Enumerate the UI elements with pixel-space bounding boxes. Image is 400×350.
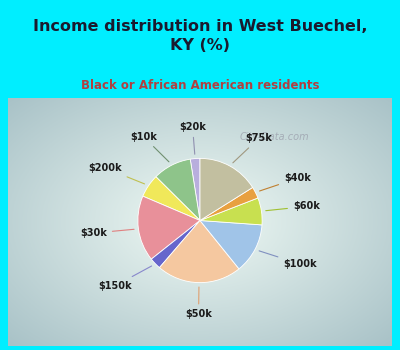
- Wedge shape: [200, 158, 253, 220]
- Text: City-Data.com: City-Data.com: [239, 132, 309, 142]
- Text: $10k: $10k: [130, 132, 169, 162]
- Text: $50k: $50k: [185, 287, 212, 320]
- Text: $40k: $40k: [260, 173, 311, 191]
- Text: Income distribution in West Buechel,
KY (%): Income distribution in West Buechel, KY …: [33, 19, 367, 52]
- Wedge shape: [190, 158, 200, 220]
- Wedge shape: [143, 177, 200, 220]
- Wedge shape: [151, 220, 200, 268]
- Wedge shape: [138, 196, 200, 259]
- Text: Black or African American residents: Black or African American residents: [81, 79, 319, 92]
- Text: $75k: $75k: [233, 133, 272, 163]
- Text: $20k: $20k: [179, 122, 206, 154]
- Text: $30k: $30k: [80, 228, 134, 238]
- Text: $150k: $150k: [99, 266, 152, 290]
- Wedge shape: [156, 159, 200, 220]
- Wedge shape: [200, 188, 258, 220]
- Wedge shape: [160, 220, 239, 283]
- Text: $200k: $200k: [88, 163, 144, 184]
- Wedge shape: [200, 220, 262, 269]
- Text: $60k: $60k: [266, 202, 320, 211]
- Wedge shape: [200, 198, 262, 225]
- Text: $100k: $100k: [259, 251, 317, 269]
